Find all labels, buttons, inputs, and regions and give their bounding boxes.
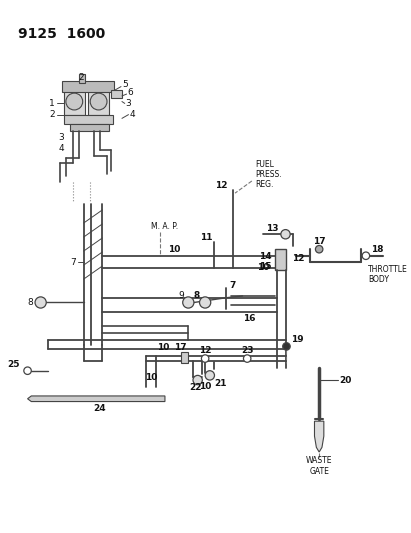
Text: 9: 9 xyxy=(179,290,185,300)
Text: 2: 2 xyxy=(49,110,55,119)
Text: 9125  1600: 9125 1600 xyxy=(18,27,106,41)
Text: 19: 19 xyxy=(291,335,304,344)
Text: 18: 18 xyxy=(372,245,384,254)
Text: FUEL
PRESS.
REG.: FUEL PRESS. REG. xyxy=(256,159,282,189)
Text: 14: 14 xyxy=(259,252,272,261)
Circle shape xyxy=(35,297,46,308)
Text: WASTE
GATE: WASTE GATE xyxy=(306,456,332,476)
Text: 23: 23 xyxy=(241,345,254,354)
Text: 4: 4 xyxy=(58,144,64,153)
Text: M. A. P.: M. A. P. xyxy=(151,222,178,231)
Bar xyxy=(275,249,286,270)
Circle shape xyxy=(90,93,107,110)
Circle shape xyxy=(283,343,290,350)
Circle shape xyxy=(315,246,323,253)
Text: 13: 13 xyxy=(266,224,279,233)
Text: 11: 11 xyxy=(200,233,212,243)
Text: 2: 2 xyxy=(78,72,84,82)
Text: 10: 10 xyxy=(168,245,180,254)
Circle shape xyxy=(24,367,31,375)
Text: 17: 17 xyxy=(313,237,326,246)
Text: 7: 7 xyxy=(70,258,76,267)
Text: THROTTLE
BODY: THROTTLE BODY xyxy=(368,265,408,284)
Text: 8: 8 xyxy=(193,292,199,301)
Bar xyxy=(111,90,122,98)
Bar xyxy=(64,88,85,115)
Text: 4: 4 xyxy=(129,110,135,119)
Text: 3: 3 xyxy=(58,133,64,142)
Circle shape xyxy=(199,297,211,308)
Bar xyxy=(88,88,109,115)
Text: 3: 3 xyxy=(126,99,132,108)
Text: 21: 21 xyxy=(215,379,227,389)
Text: 10: 10 xyxy=(257,263,269,272)
Text: 22: 22 xyxy=(189,383,202,392)
Circle shape xyxy=(362,252,369,260)
Text: 15: 15 xyxy=(259,262,272,271)
Bar xyxy=(181,352,188,363)
Text: 8: 8 xyxy=(28,298,33,307)
Text: 16: 16 xyxy=(243,314,256,323)
Text: 5: 5 xyxy=(122,80,128,89)
Circle shape xyxy=(66,93,83,110)
Circle shape xyxy=(201,355,209,362)
Polygon shape xyxy=(28,396,165,401)
Text: 1: 1 xyxy=(49,99,55,108)
Text: 20: 20 xyxy=(340,376,352,384)
Text: 6: 6 xyxy=(127,88,133,96)
Bar xyxy=(79,74,85,83)
Circle shape xyxy=(281,230,290,239)
Bar xyxy=(62,81,113,92)
Polygon shape xyxy=(314,421,324,452)
Text: 10: 10 xyxy=(145,373,157,382)
Text: 12: 12 xyxy=(215,181,228,190)
Text: 12: 12 xyxy=(199,345,211,354)
Circle shape xyxy=(205,371,215,380)
Text: 25: 25 xyxy=(7,360,20,369)
Bar xyxy=(69,124,109,132)
Text: 17: 17 xyxy=(175,343,187,352)
Circle shape xyxy=(193,375,202,385)
Bar xyxy=(64,115,113,124)
Text: 10: 10 xyxy=(199,382,211,391)
Text: 24: 24 xyxy=(93,403,106,413)
Circle shape xyxy=(243,355,251,362)
Text: 10: 10 xyxy=(157,343,169,352)
Text: 12: 12 xyxy=(292,254,305,263)
Text: 7: 7 xyxy=(229,281,236,290)
Circle shape xyxy=(183,297,194,308)
